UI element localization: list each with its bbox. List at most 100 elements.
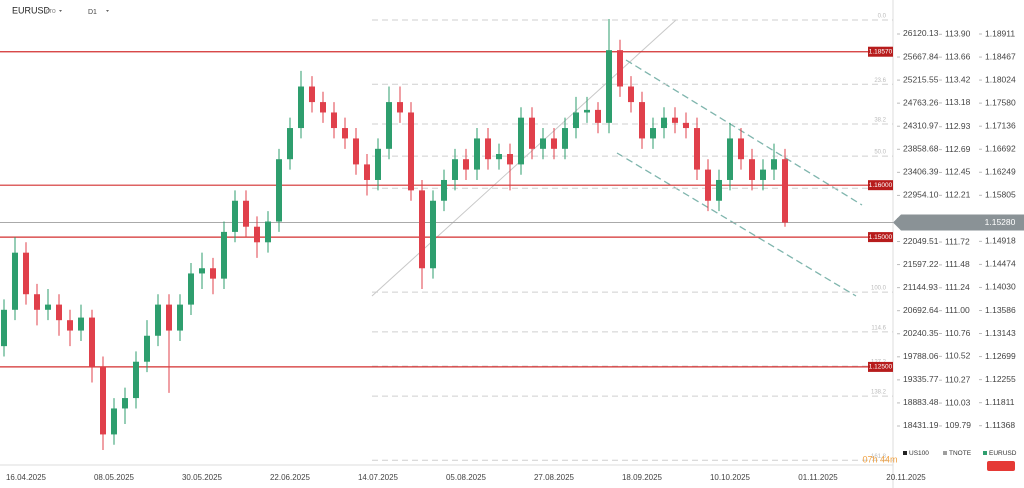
symbol[interactable]: EURUSD: [12, 5, 51, 15]
dropdown-arrow[interactable]: [106, 10, 109, 12]
candle-body: [749, 159, 755, 180]
candle-body: [210, 268, 216, 279]
us100-tick-label: 25667.84: [903, 51, 939, 61]
candle-body: [166, 304, 172, 331]
candle-body: [441, 179, 447, 201]
candle-body: [221, 231, 227, 279]
candle-body: [276, 159, 282, 222]
fib-label: 50.0: [874, 150, 886, 156]
us100-tick-label: 20240.35: [903, 328, 939, 338]
x-tick-label: 14.07.2025: [358, 473, 399, 482]
tnote-tick-label: 111.24: [945, 282, 970, 292]
us100-tick-label: 18883.48: [903, 397, 939, 407]
candle-body: [287, 128, 293, 160]
x-tick-label: 05.08.2025: [446, 473, 487, 482]
candle-body: [562, 128, 568, 149]
eurusd-tick-label: 1.14474: [985, 259, 1016, 269]
eurusd-tick-label: 1.16249: [985, 166, 1016, 176]
tnote-tick-label: 113.18: [945, 97, 971, 107]
tnote-tick-label: 112.21: [945, 190, 971, 200]
mode[interactable]: cro: [46, 8, 56, 15]
eurusd-tick-label: 1.16692: [985, 143, 1016, 153]
candle-body: [133, 361, 139, 399]
interval[interactable]: D1: [88, 9, 97, 16]
candle-body: [529, 117, 535, 149]
candle-body: [122, 398, 128, 409]
candle-body: [45, 304, 51, 310]
fib-label: 138.2: [871, 390, 887, 396]
level-label: 1.15000: [869, 234, 893, 241]
candle-body: [452, 159, 458, 180]
level-label-box: [868, 180, 893, 191]
candle-body: [782, 159, 788, 223]
candle-body: [485, 138, 491, 160]
channel-lower: [616, 152, 857, 297]
candle-body: [738, 138, 744, 160]
candle-body: [342, 128, 348, 139]
tnote-tick-label: 111.00: [945, 305, 970, 315]
candle-body: [243, 200, 249, 227]
us100-tick-label: 18431.19: [903, 420, 939, 430]
x-tick-label: 27.08.2025: [534, 473, 575, 482]
us100-tick-label: 23858.68: [903, 144, 939, 154]
x-tick-label: 16.04.2025: [6, 473, 47, 482]
eurusd-tick-label: 1.14918: [985, 236, 1016, 246]
candle-body: [507, 154, 513, 165]
us100-tick-label: 20692.64: [903, 305, 939, 315]
candle-body: [254, 226, 260, 243]
candle-body: [683, 122, 689, 129]
fib-label: 100.0: [871, 286, 887, 292]
x-tick-label: 01.11.2025: [798, 473, 838, 482]
us100-tick-label: 22954.10: [903, 190, 939, 200]
candle-body: [419, 190, 425, 269]
x-tick-label: 30.05.2025: [182, 473, 223, 482]
candle-body: [320, 102, 326, 113]
candle-body: [760, 169, 766, 180]
us100-tick-label: 24763.26: [903, 97, 939, 107]
dropdown-arrow[interactable]: [59, 10, 62, 12]
candle-body: [364, 164, 370, 180]
candle-body: [199, 268, 205, 274]
candle-body: [705, 169, 711, 201]
legend-swatch: [903, 451, 907, 455]
tnote-tick-label: 113.66: [945, 51, 971, 61]
candle-body: [67, 320, 73, 331]
tnote-tick-label: 109.79: [945, 420, 971, 430]
tnote-tick-label: 110.03: [945, 397, 971, 407]
fib-label: 161.8: [871, 454, 887, 460]
candle-body: [639, 102, 645, 139]
x-tick-label: 10.10.2025: [710, 473, 751, 482]
eurusd-tick-label: 1.17136: [985, 120, 1016, 130]
candle-body: [353, 138, 359, 165]
level-label-box: [868, 361, 893, 372]
tnote-tick-label: 111.72: [945, 236, 970, 246]
candle-body: [595, 109, 601, 123]
candle-body: [100, 366, 106, 435]
candle-body: [573, 112, 579, 129]
tnote-tick-label: 110.76: [945, 328, 971, 338]
candle-body: [716, 179, 722, 201]
fib-label: 38.2: [874, 118, 886, 124]
candle-body: [397, 102, 403, 113]
level-label: 1.18570: [869, 48, 893, 55]
candle-body: [694, 128, 700, 170]
fib-label: 23.6: [874, 78, 886, 84]
x-tick-label: 22.06.2025: [270, 473, 311, 482]
legend-label: TNOTE: [949, 450, 972, 457]
x-tick-label: 08.05.2025: [94, 473, 135, 482]
candle-body: [331, 112, 337, 129]
eurusd-tick-label: 1.11368: [985, 420, 1015, 430]
level-label-box: [868, 46, 893, 57]
tnote-tick-label: 112.93: [945, 121, 971, 131]
candle-body: [375, 148, 381, 180]
x-tick-label: 20.11.2025: [886, 473, 926, 482]
fib-label: 0.0: [878, 14, 887, 20]
candle-body: [661, 117, 667, 129]
us100-tick-label: 21144.93: [903, 282, 938, 292]
eurusd-tick-label: 1.17580: [985, 97, 1016, 107]
tnote-tick-label: 113.90: [945, 29, 971, 39]
candle-body: [34, 294, 40, 310]
eurusd-tick-label: 1.18467: [985, 51, 1016, 61]
